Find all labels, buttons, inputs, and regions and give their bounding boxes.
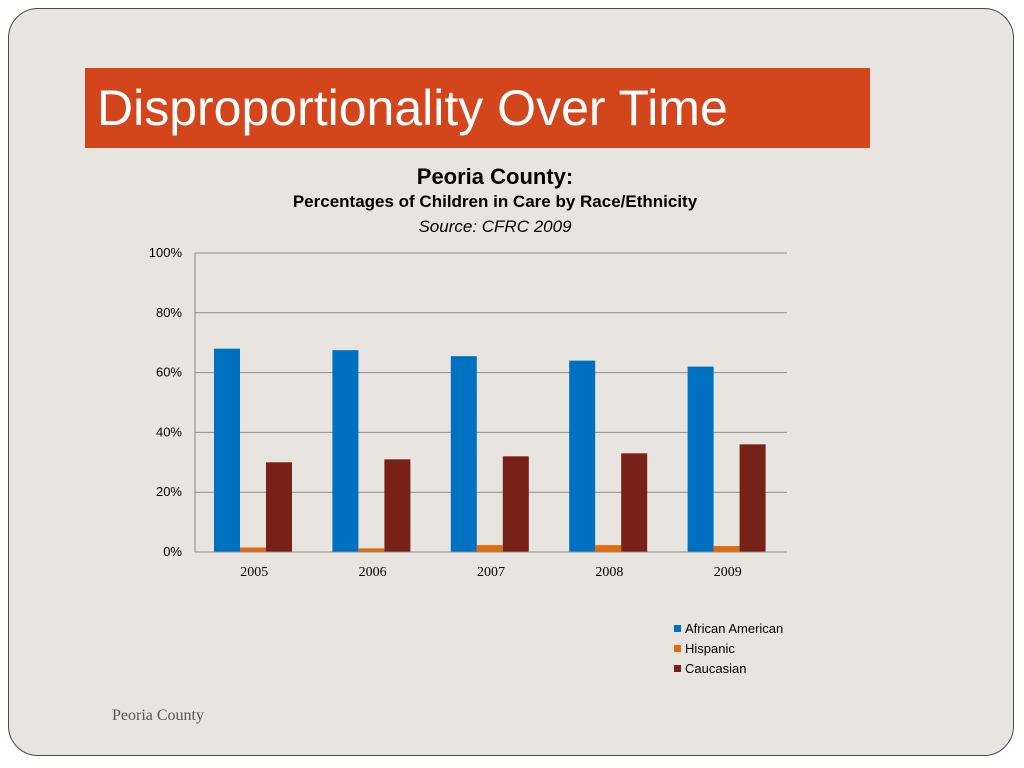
x-tick-label: 2008 [595, 565, 623, 580]
bar [384, 459, 411, 552]
x-tick-label: 2006 [359, 565, 387, 580]
legend-label: African American [685, 621, 783, 636]
bar [450, 356, 477, 552]
legend-swatch [674, 665, 681, 672]
legend-label: Caucasian [685, 661, 746, 676]
bar [569, 360, 596, 552]
chart-title: Peoria County: [416, 164, 574, 189]
chart-subtitle: Percentages of Children in Care by Race/… [292, 192, 698, 211]
y-tick-label: 80% [156, 305, 182, 320]
bar [332, 350, 359, 552]
bar [266, 462, 292, 552]
bar [687, 366, 714, 552]
bar [214, 348, 240, 552]
bar [595, 545, 622, 552]
y-tick-label: 60% [156, 365, 182, 380]
bar [502, 456, 529, 552]
y-tick-label: 20% [156, 484, 182, 499]
slide-title: Disproportionality Over Time [97, 80, 728, 136]
x-tick-label: 2005 [240, 565, 268, 580]
y-tick-label: 100% [149, 245, 183, 260]
bar [358, 548, 385, 552]
bar [713, 546, 740, 552]
legend-label: Hispanic [685, 641, 735, 656]
bar [476, 545, 503, 552]
y-tick-label: 40% [156, 424, 182, 439]
legend-swatch [674, 625, 681, 632]
title-bar: Disproportionality Over Time [85, 68, 870, 148]
bar [621, 453, 648, 552]
x-tick-label: 2007 [477, 565, 505, 580]
legend-swatch [674, 645, 681, 652]
y-tick-label: 0% [163, 544, 182, 559]
x-tick-label: 2009 [714, 565, 742, 580]
chart-source: Source: CFRC 2009 [418, 217, 572, 236]
footer-text: Peoria County [112, 707, 204, 724]
bar [240, 547, 266, 552]
bar [739, 444, 766, 552]
